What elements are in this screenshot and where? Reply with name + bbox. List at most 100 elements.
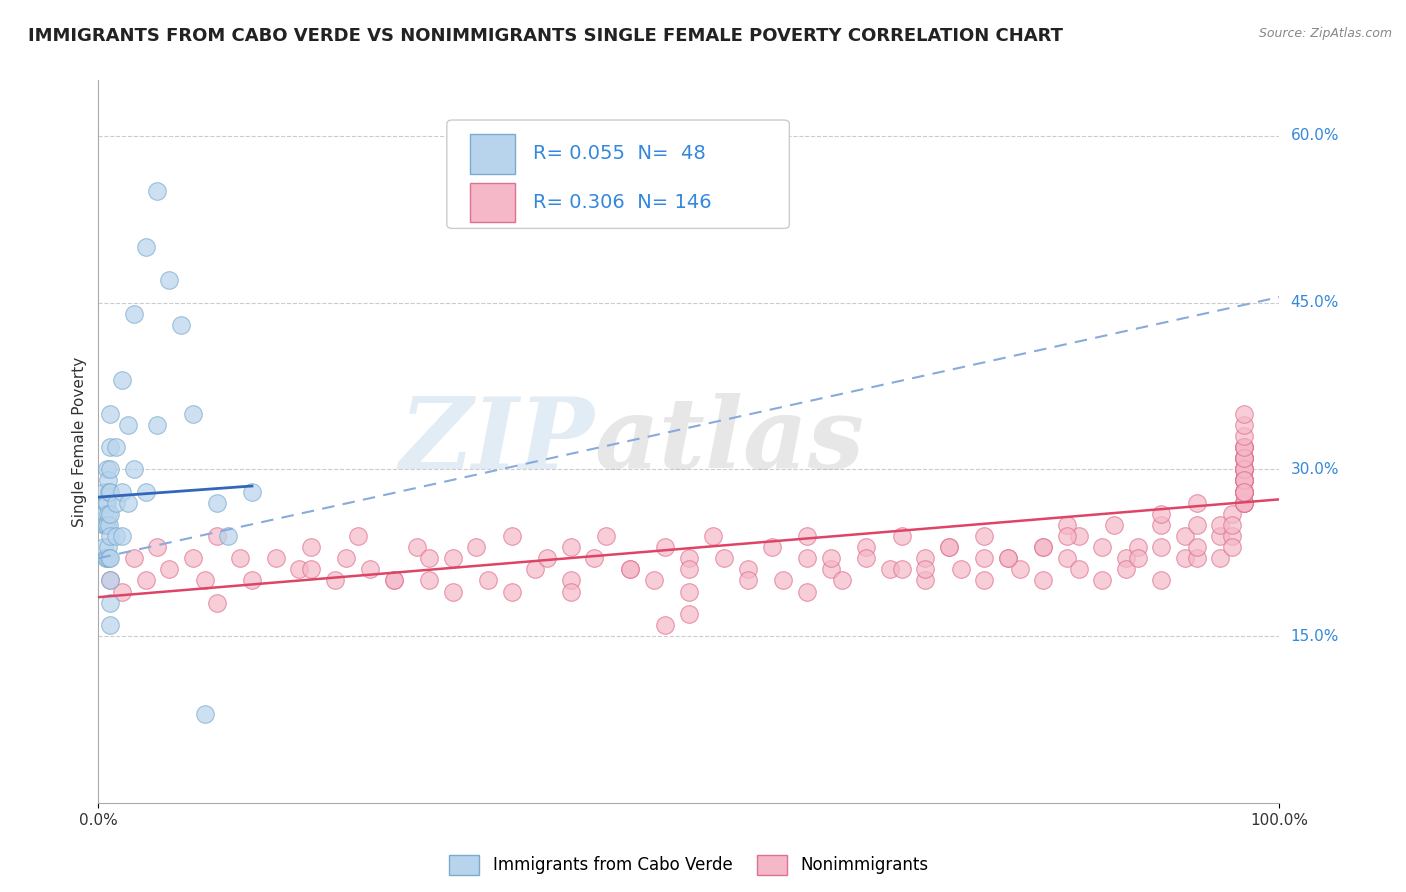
Point (914, 551, 936, 566)
Point (1233, 474, 1256, 488)
Point (1233, 440, 1256, 454)
Point (737, 574, 759, 588)
Text: R= 0.055  N=  48: R= 0.055 N= 48 (533, 145, 706, 163)
Point (96, 462, 118, 476)
Point (820, 562, 842, 576)
Point (1150, 507, 1173, 521)
Point (98, 551, 121, 566)
Point (1174, 551, 1197, 566)
Point (1233, 451, 1256, 466)
Point (1067, 529, 1090, 543)
Point (1233, 451, 1256, 466)
Point (98, 484, 121, 499)
Point (181, 407, 204, 421)
Point (1233, 474, 1256, 488)
Legend: Immigrants from Cabo Verde, Nonimmigrants: Immigrants from Cabo Verde, Nonimmigrant… (443, 848, 935, 881)
Point (1233, 496, 1256, 510)
Text: 15.0%: 15.0% (1291, 629, 1339, 643)
FancyBboxPatch shape (471, 134, 516, 174)
Point (1126, 551, 1149, 566)
Point (1220, 529, 1243, 543)
Point (98, 574, 121, 588)
Point (560, 574, 582, 588)
Point (761, 540, 783, 554)
Point (240, 484, 263, 499)
Point (831, 574, 853, 588)
Point (217, 529, 239, 543)
Point (678, 562, 700, 576)
Point (560, 584, 582, 599)
Point (98, 440, 121, 454)
Point (1233, 462, 1256, 476)
Point (382, 574, 405, 588)
Point (914, 574, 936, 588)
Point (97, 474, 120, 488)
Point (1091, 540, 1114, 554)
Point (973, 551, 995, 566)
Point (1067, 562, 1090, 576)
Point (229, 551, 252, 566)
Point (1233, 496, 1256, 510)
Point (1032, 540, 1054, 554)
Point (1233, 462, 1256, 476)
Point (1174, 529, 1197, 543)
Point (157, 562, 180, 576)
Point (418, 574, 440, 588)
Point (713, 551, 735, 566)
Text: 30.0%: 30.0% (1291, 462, 1339, 477)
Point (973, 574, 995, 588)
Point (1233, 462, 1256, 476)
Point (1233, 462, 1256, 476)
Text: Source: ZipAtlas.com: Source: ZipAtlas.com (1258, 27, 1392, 40)
Point (1233, 484, 1256, 499)
Point (1233, 440, 1256, 454)
Point (1032, 540, 1054, 554)
Point (796, 529, 818, 543)
Point (98, 462, 121, 476)
Point (1233, 440, 1256, 454)
Point (1233, 474, 1256, 488)
Point (1233, 474, 1256, 488)
Point (98, 596, 121, 610)
Point (914, 562, 936, 576)
Point (146, 417, 169, 432)
Point (1233, 484, 1256, 499)
Y-axis label: Single Female Poverty: Single Female Poverty (72, 357, 87, 526)
Point (1233, 484, 1256, 499)
Point (359, 562, 381, 576)
Point (205, 496, 228, 510)
Point (973, 529, 995, 543)
Point (1185, 496, 1208, 510)
Point (94, 551, 117, 566)
Point (122, 307, 145, 321)
Point (855, 540, 877, 554)
Point (96, 517, 118, 532)
Point (1185, 517, 1208, 532)
Point (890, 529, 912, 543)
Point (583, 551, 606, 566)
Point (678, 607, 700, 621)
Point (997, 551, 1019, 566)
Point (938, 540, 960, 554)
Point (1233, 474, 1256, 488)
Point (111, 373, 134, 387)
Point (1209, 551, 1232, 566)
Point (205, 529, 228, 543)
Point (501, 584, 523, 599)
Point (1102, 517, 1125, 532)
Point (1233, 440, 1256, 454)
Point (737, 562, 759, 576)
Point (96, 496, 118, 510)
Point (97, 540, 120, 554)
Point (111, 484, 134, 499)
Point (441, 551, 464, 566)
Point (98, 517, 121, 532)
Point (1233, 462, 1256, 476)
Point (1233, 451, 1256, 466)
Point (1126, 540, 1149, 554)
Point (1150, 574, 1173, 588)
Point (122, 551, 145, 566)
Point (997, 551, 1019, 566)
Point (1091, 574, 1114, 588)
Point (678, 584, 700, 599)
